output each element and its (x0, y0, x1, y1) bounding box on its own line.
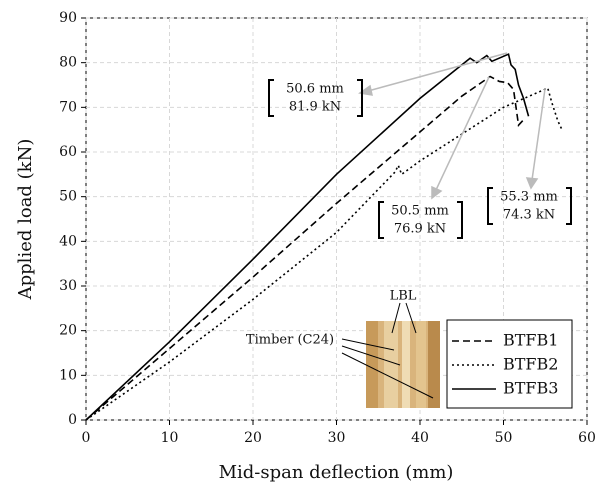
annotation: 74.3 kN (503, 208, 555, 223)
series-line (85, 87, 563, 421)
y-axis-title: Applied load (kN) (15, 139, 36, 301)
inset-label: LBL (390, 289, 417, 304)
y-tick-label: 70 (59, 99, 77, 115)
series-line (85, 53, 530, 421)
y-tick-label: 50 (59, 189, 77, 205)
annotation: 50.6 mm (286, 82, 344, 97)
inset-photo (366, 321, 440, 408)
y-tick-label: 90 (59, 10, 77, 26)
annotation: 55.3 mm (500, 190, 558, 205)
y-tick-label: 80 (59, 55, 77, 71)
legend-label: BTFB3 (503, 379, 558, 398)
series-line (85, 75, 524, 421)
annotation: 81.9 kN (289, 100, 341, 115)
x-tick-label: 20 (244, 430, 262, 446)
grid (85, 17, 588, 421)
x-tick-label: 30 (328, 430, 346, 446)
lines (85, 53, 563, 421)
x-tick-label: 40 (411, 430, 429, 446)
y-tick-label: 60 (59, 144, 77, 160)
annotation-arrows (358, 52, 546, 200)
brackets (268, 79, 572, 239)
annotation: 76.9 kN (394, 222, 446, 237)
legend-box (446, 319, 573, 409)
x-tick-label: 50 (495, 430, 513, 446)
inset-label: Timber (C24) (246, 333, 334, 348)
x-axis-title: Mid-span deflection (mm) (219, 462, 454, 483)
legend: BTFB1 BTFB2 BTFB3 (452, 331, 558, 398)
annotation: 50.5 mm (391, 204, 449, 219)
y-tick-label: 0 (68, 412, 77, 428)
legend-label: BTFB1 (503, 331, 558, 350)
x-tick-label: 10 (161, 430, 179, 446)
x-tick-label: 60 (578, 430, 596, 446)
inset-arrows (341, 302, 434, 399)
y-tick-label: 10 (59, 367, 77, 383)
y-tick-label: 20 (59, 323, 77, 339)
y-tick-label: 40 (59, 233, 77, 249)
legend-label: BTFB2 (503, 355, 558, 374)
x-tick-label: 0 (82, 430, 91, 446)
y-tick-label: 30 (59, 278, 77, 294)
